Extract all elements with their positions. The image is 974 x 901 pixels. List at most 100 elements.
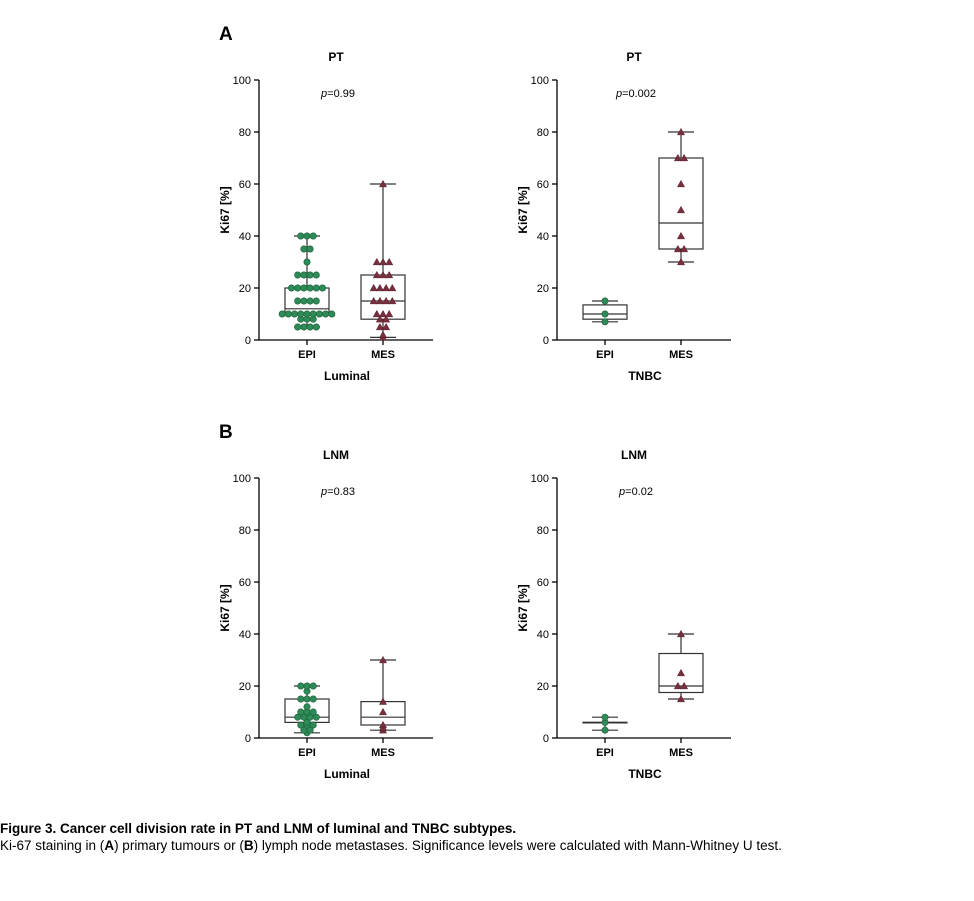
data-point-mes (378, 720, 388, 729)
series-epi (284, 682, 330, 737)
y-axis-label: Ki67 [%] (218, 186, 232, 233)
data-point-epi (601, 726, 609, 734)
y-tick-label: 100 (233, 75, 251, 87)
data-point-mes (385, 270, 394, 279)
y-tick-label: 60 (537, 577, 549, 589)
data-point-mes (676, 179, 686, 188)
x-category-label: EPI (596, 349, 614, 361)
data-point-mes (378, 655, 388, 664)
chart-panel-0: PT p=0.99 0 20 40 60 80 100 Ki67 [%] EPI MESLumina… (218, 50, 433, 383)
data-point-epi (601, 713, 609, 721)
y-tick-label: 100 (233, 473, 251, 485)
data-point-epi (312, 323, 320, 331)
box-iqr (658, 157, 704, 250)
x-category-label: MES (371, 747, 395, 759)
data-point-mes (382, 315, 391, 323)
data-point-epi (297, 721, 305, 729)
data-point-epi (294, 284, 302, 292)
x-axis-label: Luminal (324, 767, 370, 781)
series-mes (658, 127, 704, 266)
y-tick-label: 0 (245, 733, 251, 745)
data-point-epi (312, 271, 320, 279)
data-point-epi (294, 323, 302, 331)
data-point-mes (375, 322, 384, 331)
data-point-mes (369, 283, 378, 292)
y-tick-label: 40 (537, 231, 549, 243)
data-point-epi (303, 718, 311, 726)
data-point-epi (303, 232, 311, 240)
data-point-epi (300, 323, 308, 331)
chart-panel-3: LNM p=0.02 0 20 40 60 80 100 Ki67 [%] EPI MES TNBC (516, 448, 731, 781)
series-mes (360, 179, 406, 341)
data-point-epi (309, 695, 317, 703)
data-point-mes (676, 127, 686, 136)
panel-label-b: B (219, 422, 233, 443)
data-point-mes (378, 697, 388, 705)
data-point-mes (378, 179, 388, 188)
data-point-mes (676, 668, 686, 677)
data-point-mes (372, 309, 381, 318)
data-point-mes (676, 694, 686, 703)
data-point-epi (303, 695, 311, 703)
data-point-mes (680, 681, 689, 690)
y-tick-label: 80 (537, 127, 549, 139)
data-point-mes (375, 283, 384, 292)
data-point-epi (303, 258, 311, 266)
p-value-italic: p (320, 486, 327, 498)
data-point-mes (385, 309, 394, 318)
data-point-mes (378, 309, 388, 318)
data-point-mes (375, 315, 384, 323)
series-epi (582, 297, 628, 326)
y-tick-label: 0 (543, 335, 549, 347)
data-point-epi (294, 271, 302, 279)
data-point-mes (673, 153, 682, 162)
data-point-mes (378, 257, 388, 266)
x-category-label: EPI (298, 349, 316, 361)
data-point-mes (385, 257, 394, 266)
data-point-mes (680, 244, 689, 253)
p-value-italic: p (320, 88, 327, 100)
y-axis-label: Ki67 [%] (516, 186, 530, 233)
data-point-epi (601, 297, 609, 305)
data-point-epi (306, 271, 314, 279)
y-tick-label: 60 (537, 179, 549, 191)
data-point-epi (300, 297, 308, 305)
data-point-mes (388, 283, 397, 292)
caption-bold-b: B (243, 838, 254, 853)
data-point-epi (297, 695, 305, 703)
y-tick-label: 0 (543, 733, 549, 745)
data-point-epi (291, 310, 299, 318)
data-point-mes (375, 296, 384, 305)
series-epi (582, 713, 628, 734)
figure-caption: Figure 3. Cancer cell division rate in P… (0, 820, 974, 854)
data-point-epi (306, 323, 314, 331)
chart-panel-1: PT p=0.002 0 20 40 60 80 100 Ki67 [%] EPI MES TNBC (516, 50, 731, 383)
p-value-label: p=0.002 (615, 88, 656, 100)
data-point-epi (306, 297, 314, 305)
p-value-label: p=0.83 (320, 486, 355, 498)
series-mes (360, 655, 406, 734)
y-tick-label: 100 (531, 75, 549, 87)
caption-title: Figure 3. Cancer cell division rate in P… (0, 821, 517, 836)
data-point-mes (382, 322, 391, 331)
data-point-epi (303, 682, 311, 690)
data-point-mes (378, 707, 388, 716)
data-point-epi (303, 310, 311, 318)
data-point-mes (673, 244, 682, 253)
data-point-epi (312, 284, 320, 292)
y-tick-label: 40 (239, 629, 251, 641)
y-tick-label: 20 (239, 283, 251, 295)
data-point-mes (676, 231, 686, 240)
y-tick-label: 80 (239, 127, 251, 139)
data-point-mes (382, 283, 391, 292)
data-point-epi (303, 703, 311, 711)
p-value-italic: p (618, 486, 625, 498)
data-point-epi (278, 310, 286, 318)
data-point-epi (300, 284, 308, 292)
data-point-mes (369, 296, 378, 305)
y-tick-label: 40 (537, 629, 549, 641)
y-tick-label: 100 (531, 473, 549, 485)
y-tick-label: 0 (245, 335, 251, 347)
